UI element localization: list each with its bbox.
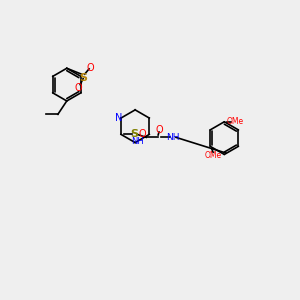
Text: O: O xyxy=(87,63,94,73)
Text: O: O xyxy=(156,125,164,135)
Text: S: S xyxy=(79,73,87,83)
Text: O: O xyxy=(75,82,82,93)
Text: NH: NH xyxy=(166,133,179,142)
Text: O: O xyxy=(138,129,146,140)
Text: N: N xyxy=(115,113,122,123)
Text: OMe: OMe xyxy=(226,117,243,126)
Text: NH: NH xyxy=(131,136,144,146)
Text: S: S xyxy=(130,129,138,140)
Text: OMe: OMe xyxy=(205,151,222,160)
